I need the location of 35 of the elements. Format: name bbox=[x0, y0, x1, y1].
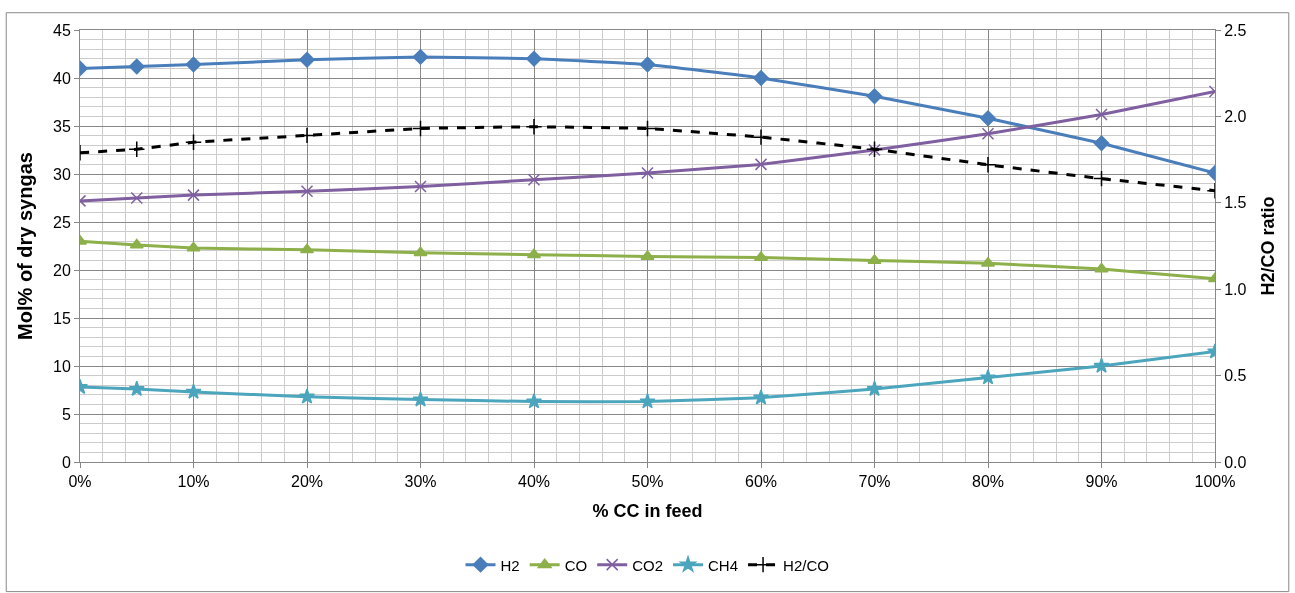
x-tick-label: 60% bbox=[744, 473, 778, 491]
x-tick-label: 100% bbox=[1194, 473, 1236, 491]
y2-tick-label: 2.0 bbox=[1224, 108, 1247, 125]
y-axis-title: Mol% of dry syngas bbox=[13, 152, 36, 340]
x-tick-label: 80% bbox=[971, 473, 1005, 491]
y-tick-label: 30 bbox=[53, 165, 71, 183]
legend-label: CO2 bbox=[632, 556, 664, 574]
y-tick-label: 25 bbox=[53, 213, 71, 231]
y2-tick-label: 1.0 bbox=[1224, 280, 1247, 298]
y2-tick-label: 1.5 bbox=[1224, 194, 1247, 212]
legend-label: H2/CO bbox=[783, 556, 829, 574]
y2-tick-label: 0.0 bbox=[1224, 453, 1247, 471]
x-tick-label: 0% bbox=[68, 473, 92, 491]
y-tick-label: 10 bbox=[53, 357, 71, 375]
y-tick-label: 20 bbox=[53, 261, 71, 279]
y-tick-label: 40 bbox=[53, 69, 71, 87]
x-tick-label: 70% bbox=[858, 473, 891, 491]
y-tick-label: 15 bbox=[53, 309, 71, 327]
x-tick-label: 50% bbox=[631, 473, 664, 491]
x-tick-label: 10% bbox=[177, 473, 210, 491]
x-tick-label: 40% bbox=[517, 473, 551, 491]
y-tick-label: 45 bbox=[53, 21, 71, 39]
y2-tick-label: 0.5 bbox=[1224, 367, 1247, 385]
x-tick-label: 90% bbox=[1085, 473, 1118, 491]
y-tick-label: 35 bbox=[53, 117, 71, 135]
x-tick-label: 30% bbox=[404, 473, 437, 491]
legend-label: CO bbox=[564, 556, 588, 574]
y2-axis-title: H2/CO ratio bbox=[1257, 196, 1278, 296]
legend-label: CH4 bbox=[708, 556, 739, 574]
y2-tick-label: 2.5 bbox=[1224, 21, 1247, 39]
y-tick-label: 0 bbox=[61, 453, 71, 471]
x-tick-label: 20% bbox=[290, 473, 324, 491]
x-axis-title: % CC in feed bbox=[592, 501, 703, 522]
y-tick-label: 5 bbox=[61, 405, 71, 423]
legend-label: H2 bbox=[500, 556, 520, 574]
